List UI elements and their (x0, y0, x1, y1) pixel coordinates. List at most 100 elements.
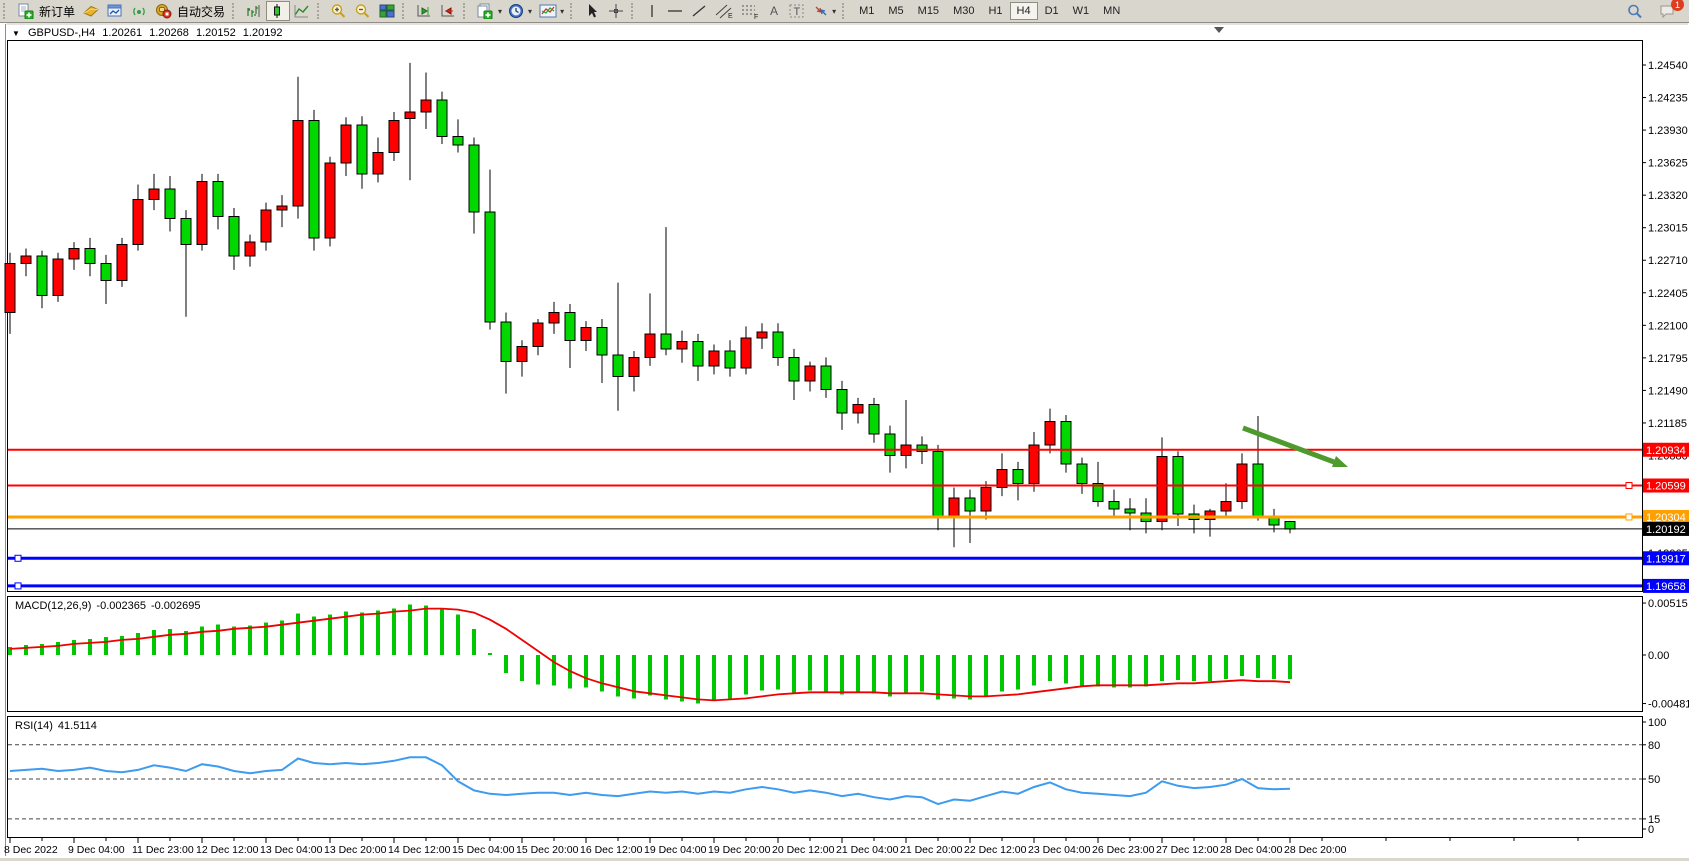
toolbar-grip[interactable] (570, 3, 576, 19)
autotrading-button[interactable] (151, 1, 175, 21)
vertical-line-button[interactable] (641, 1, 663, 21)
candle-down (1252, 463, 1264, 517)
periods-icon (509, 4, 524, 18)
macd-histogram-bar (1208, 655, 1212, 682)
macd-histogram-bar (280, 620, 284, 655)
price-tick-label: 1.21490 (1648, 385, 1688, 397)
price-tag-label: 1.19917 (1646, 553, 1686, 565)
timeframe-button-M30[interactable]: M30 (953, 5, 975, 17)
collapse-triangle-icon[interactable]: ▼ (12, 29, 20, 38)
new-order-button[interactable] (13, 1, 37, 21)
arrows-button[interactable]: ▾ (809, 1, 839, 21)
candle-down (308, 119, 320, 239)
timeframe-button-MN[interactable]: MN (1103, 5, 1121, 17)
macd-histogram-bar (392, 608, 396, 655)
macd-histogram-bar (904, 655, 908, 694)
candlestick-chart-icon (274, 4, 281, 18)
timeframe-button-W1[interactable]: W1 (1072, 5, 1090, 17)
price-tick-label: 1.23320 (1648, 190, 1688, 202)
market-watch-button[interactable] (79, 1, 103, 21)
bar-chart-button[interactable] (242, 1, 266, 21)
candle-up (132, 198, 144, 245)
search-button[interactable] (1623, 1, 1647, 21)
level-handle[interactable] (1625, 482, 1633, 490)
trend-arrow-head[interactable] (1332, 456, 1348, 467)
notifications-button[interactable]: 1 (1655, 0, 1684, 21)
auto-scroll-icon (441, 5, 455, 17)
trendline-button[interactable] (687, 1, 711, 21)
timeframe-button-H4[interactable]: H4 (1009, 2, 1038, 20)
candle-down (100, 262, 112, 282)
candle-down (484, 211, 496, 323)
timeframe-button-M1[interactable]: M1 (859, 5, 875, 17)
chart-shift-marker[interactable] (1214, 27, 1224, 33)
toolbar-grip[interactable] (463, 3, 469, 19)
cursor-button[interactable] (580, 1, 604, 21)
candle-up (116, 243, 128, 282)
fibonacci-icon: F (742, 5, 758, 19)
line-chart-button[interactable] (290, 1, 314, 21)
macd-histogram-bar (552, 655, 556, 686)
candle-up (420, 99, 432, 113)
zoom-in-button[interactable] (327, 1, 351, 21)
indicators-button[interactable]: ▾ (535, 1, 567, 21)
candle-up (276, 205, 288, 211)
signals-button[interactable] (127, 1, 151, 21)
macd-histogram-bar (1288, 655, 1292, 679)
templates-button[interactable]: ▾ (473, 1, 505, 21)
text-button[interactable]: A (763, 1, 785, 21)
toolbar-grip[interactable] (402, 3, 408, 19)
level-handle[interactable] (14, 582, 22, 590)
macd-histogram-bar (360, 612, 364, 655)
text-label-button[interactable]: T (785, 1, 809, 21)
macd-histogram-bar (776, 655, 780, 690)
zoom-out-button[interactable] (351, 1, 375, 21)
level-handle[interactable] (1625, 513, 1633, 521)
toolbar-grip[interactable] (232, 3, 238, 19)
fibonacci-button[interactable]: F (737, 1, 763, 21)
time-axis-label: 9 Dec 04:00 (68, 844, 125, 856)
candle-up (532, 322, 544, 348)
time-axis-label: 13 Dec 04:00 (260, 844, 323, 856)
chevron-down-icon: ▾ (560, 6, 565, 16)
timeframe-button-H1[interactable]: H1 (988, 5, 1003, 17)
rsi-indicator-label: RSI(14) 41.5114 (15, 720, 102, 732)
macd-histogram-bar (856, 655, 860, 692)
toolbar-grip[interactable] (317, 3, 323, 19)
horizontal-line-button[interactable] (663, 1, 687, 21)
autotrading-label[interactable]: 自动交易 (177, 4, 226, 19)
candlestick-chart-button[interactable] (266, 1, 291, 21)
cursor-icon (589, 4, 598, 18)
timeframe-button-D1[interactable]: D1 (1044, 5, 1059, 17)
ohlc-high: 1.20268 (149, 27, 189, 39)
macd-histogram-bar (984, 655, 988, 696)
rsi-axis-label: 15 (1648, 814, 1660, 826)
chart-shift-button[interactable] (412, 1, 436, 21)
macd-histogram-bar (936, 655, 940, 700)
new-order-label[interactable]: 新订单 (39, 4, 76, 19)
timeframe-button-M15[interactable]: M15 (917, 5, 940, 17)
data-window-button[interactable] (103, 1, 127, 21)
crosshair-button[interactable] (604, 1, 628, 21)
macd-histogram-bar (168, 628, 172, 655)
trend-arrow[interactable] (1242, 425, 1335, 465)
time-axis-label: 13 Dec 20:00 (324, 844, 387, 856)
toolbar-grip[interactable] (3, 3, 9, 19)
candle-up (260, 209, 272, 243)
tile-windows-button[interactable] (375, 1, 399, 21)
level-handle[interactable] (14, 554, 22, 562)
toolbar-grip[interactable] (842, 3, 848, 19)
periods-button[interactable]: ▾ (505, 1, 535, 21)
timeframe-button-M5[interactable]: M5 (888, 5, 904, 17)
candle-up (676, 340, 688, 350)
macd-histogram-bar (680, 655, 684, 702)
candle-up (852, 403, 864, 414)
toolbar-grip[interactable] (631, 3, 637, 19)
candle-up (1156, 456, 1168, 523)
macd-histogram-bar (1240, 655, 1244, 677)
rsi-axis-label: 80 (1648, 740, 1660, 752)
auto-scroll-button[interactable] (436, 1, 460, 21)
chart-header: ▼ GBPUSD-,H4 1.20261 1.20268 1.20152 1.2… (12, 27, 287, 39)
equidistant-channel-button[interactable]: E (711, 1, 737, 21)
